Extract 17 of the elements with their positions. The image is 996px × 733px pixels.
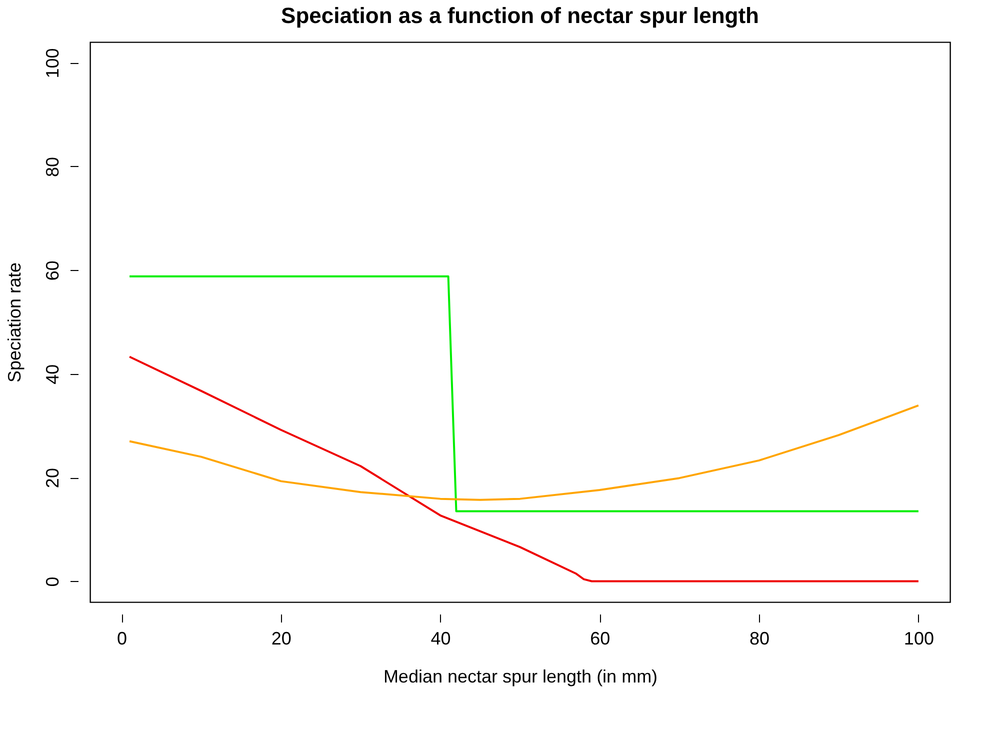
x-tick-label: 0 — [117, 628, 128, 648]
y-tick-label: 0 — [42, 576, 62, 587]
y-tick-label: 20 — [42, 468, 62, 488]
y-tick-label: 40 — [42, 364, 62, 384]
x-tick-label: 100 — [904, 628, 934, 648]
y-tick-label: 80 — [42, 156, 62, 177]
x-tick-label: 20 — [271, 628, 292, 648]
x-axis-title: Median nectar spur length (in mm) — [383, 666, 658, 686]
y-axis-title: Speciation rate — [4, 262, 24, 383]
y-tick-label: 100 — [42, 48, 62, 78]
line-series — [128, 404, 920, 501]
x-tick-label: 60 — [590, 628, 610, 648]
x-tick-label: 80 — [750, 628, 770, 648]
line-series — [128, 356, 920, 582]
y-tick-label: 60 — [42, 260, 62, 281]
chart-title: Speciation as a function of nectar spur length — [281, 3, 759, 28]
x-tick-label: 40 — [430, 628, 451, 648]
